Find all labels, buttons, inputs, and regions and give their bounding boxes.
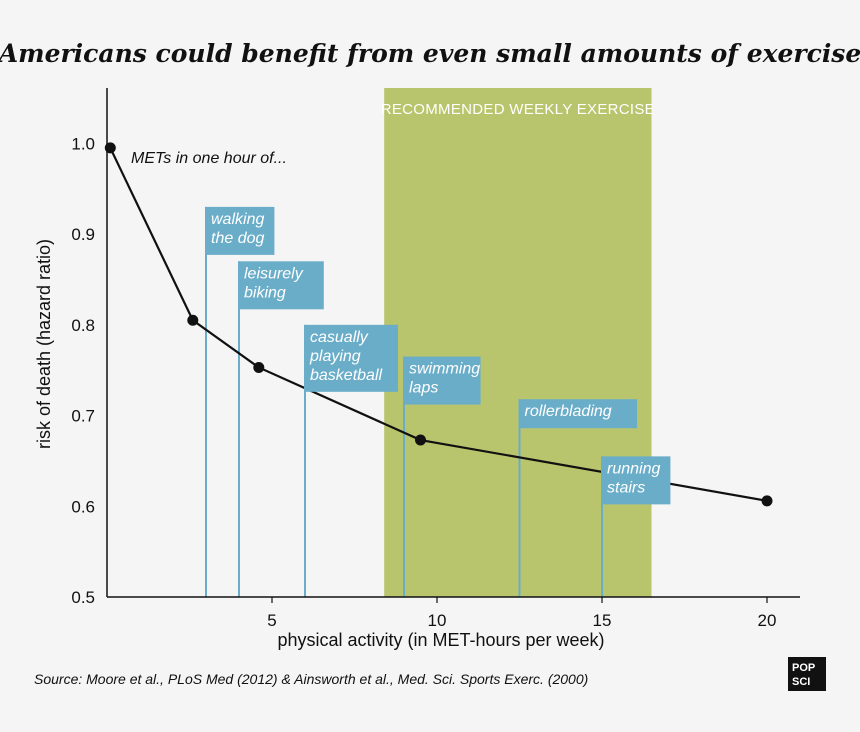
casually-playing-basketball-label-line-2: playing bbox=[309, 348, 361, 365]
logo-line-2: SCI bbox=[792, 676, 810, 688]
casually-playing-basketball-label-box bbox=[304, 324, 398, 392]
axes: 5 10 15 20 1.0 0.9 0.8 0.7 0.6 0.5 bbox=[71, 88, 800, 630]
mets-note: METs in one hour of... bbox=[131, 150, 287, 167]
logo-line-1: POP bbox=[792, 662, 815, 674]
activity-labels-layer: walking the dog leisurely biking casually pla… bbox=[205, 206, 671, 505]
casually-playing-basketball-label-line-1: casually bbox=[310, 329, 369, 346]
y-axis-label: risk of death (hazard ratio) bbox=[34, 239, 54, 449]
swimming-laps-label-line-2: laps bbox=[409, 380, 438, 397]
running-stairs-label-line-1: running bbox=[607, 460, 660, 477]
series-1-point-3 bbox=[253, 361, 265, 373]
walking-the-dog-label-line-1: walking bbox=[211, 211, 264, 228]
swimming-laps-label-box bbox=[403, 356, 481, 405]
y-tick-label-0.7: 0.7 bbox=[71, 407, 95, 426]
recommended-range-layer: RECOMMENDED WEEKLY EXERCISE bbox=[381, 88, 655, 597]
popsci-logo: POP SCI bbox=[788, 657, 826, 691]
series-layer bbox=[104, 142, 773, 507]
source-note: Source: Moore et al., PLoS Med (2012) & … bbox=[34, 671, 588, 687]
series-1-point-4 bbox=[415, 434, 426, 446]
x-axis-label: physical activity (in MET-hours per week… bbox=[277, 630, 604, 650]
y-tick-label-0.5: 0.5 bbox=[71, 588, 95, 607]
leisurely-biking-label-line-1: leisurely bbox=[244, 265, 304, 282]
x-tick-label-5: 5 bbox=[267, 611, 276, 630]
series-1-point-5 bbox=[761, 495, 773, 507]
y-tick-label-0.8: 0.8 bbox=[71, 316, 95, 335]
y-tick-label-0.6: 0.6 bbox=[71, 497, 95, 516]
swimming-laps-label-line-1: swimming bbox=[409, 361, 480, 378]
recommended-range-label: RECOMMENDED WEEKLY EXERCISE bbox=[381, 101, 655, 118]
leisurely-biking-label-line-2: biking bbox=[244, 284, 286, 301]
recommended-range-band bbox=[384, 88, 652, 597]
walking-the-dog-label-line-2: the dog bbox=[211, 230, 264, 247]
running-stairs-label-line-2: stairs bbox=[607, 479, 645, 496]
x-tick-label-20: 20 bbox=[758, 611, 777, 630]
x-tick-label-15: 15 bbox=[593, 611, 612, 630]
running-stairs-label-box bbox=[601, 456, 671, 505]
chart-title: Americans could benefit from even small … bbox=[0, 39, 860, 68]
series-1-point-1 bbox=[104, 142, 116, 154]
y-tick-label-0.9: 0.9 bbox=[71, 225, 95, 244]
rollerblading-label-line-1: rollerblading bbox=[525, 403, 612, 420]
rollerblading-label-box bbox=[518, 399, 638, 429]
series-1-point-2 bbox=[187, 314, 199, 326]
y-tick-label-1.0: 1.0 bbox=[71, 134, 95, 153]
casually-playing-basketball-label-line-3: basketball bbox=[310, 367, 382, 384]
x-tick-label-10: 10 bbox=[428, 611, 447, 630]
walking-the-dog-label-box bbox=[205, 206, 275, 255]
leisurely-biking-label-box bbox=[238, 261, 324, 310]
